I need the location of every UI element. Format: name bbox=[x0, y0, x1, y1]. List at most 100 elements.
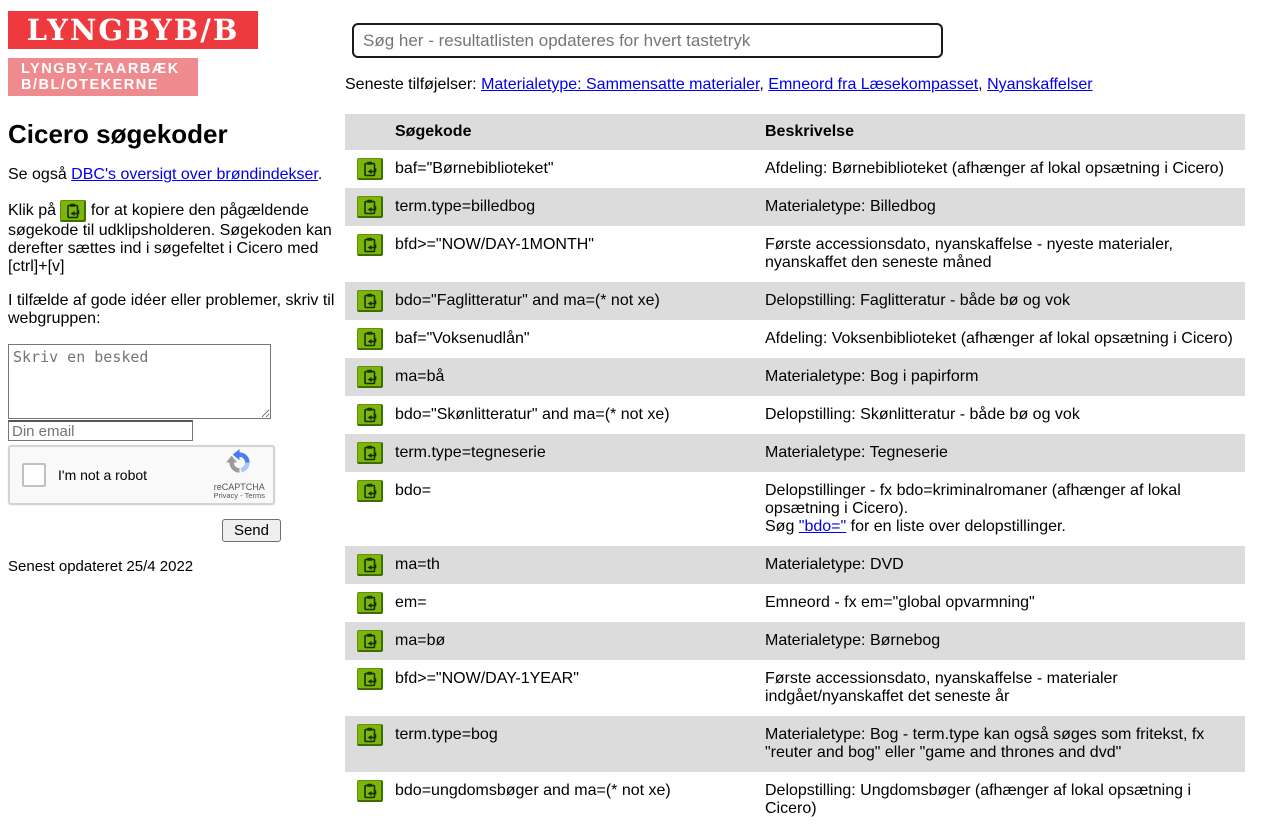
copy-hint-pre: Klik på bbox=[8, 202, 61, 220]
copy-to-clipboard-button[interactable] bbox=[357, 234, 383, 256]
dbc-overview-link[interactable]: DBC's oversigt over brøndindekser bbox=[71, 166, 318, 183]
table-row: bdo=ungdomsbøger and ma=(* not xe) Delops… bbox=[345, 772, 1245, 828]
beskrivelse-cell: Materialetype: Billedbog bbox=[765, 198, 936, 215]
clipboard-paste-icon bbox=[363, 407, 376, 423]
beskrivelse-cell: Afdeling: Voksenbiblioteket (afhænger af… bbox=[765, 330, 1233, 347]
recent-additions-label: Seneste tilføjelser: bbox=[345, 76, 482, 93]
table-row: bfd>="NOW/DAY-1MONTH" Første accessionsda… bbox=[345, 226, 1245, 282]
copy-to-clipboard-button[interactable] bbox=[357, 366, 383, 388]
main-content: Seneste tilføjelser: Materialetype: Samm… bbox=[345, 8, 1245, 828]
copy-cell bbox=[345, 150, 393, 188]
separator: , bbox=[978, 76, 988, 93]
copy-to-clipboard-button[interactable] bbox=[357, 724, 383, 746]
sogekode-cell: baf="Børnebiblioteket" bbox=[395, 160, 554, 177]
copy-cell bbox=[345, 472, 393, 546]
copy-cell bbox=[345, 772, 393, 828]
see-also-text: Se også DBC's oversigt over brøndindekse… bbox=[8, 166, 338, 184]
recaptcha-logo-icon bbox=[225, 449, 250, 473]
library-logo: LYNGBYB/B bbox=[8, 11, 258, 49]
recent-link-nyanskaffelser[interactable]: Nyanskaffelser bbox=[987, 76, 1093, 93]
recent-link-laesekompasset[interactable]: Emneord fra Læsekompasset bbox=[768, 76, 979, 93]
header-sogekode: Søgekode bbox=[395, 123, 472, 140]
clipboard-paste-icon bbox=[363, 671, 376, 687]
beskrivelse-cell: Materialetype: Tegneserie bbox=[765, 444, 948, 461]
copy-to-clipboard-button[interactable] bbox=[357, 442, 383, 464]
logo-subtitle-line1: LYNGBY-TAARBÆK bbox=[21, 61, 180, 77]
recaptcha-label: I'm not a robot bbox=[58, 467, 148, 483]
copy-cell bbox=[345, 434, 393, 472]
recaptcha-privacy-terms[interactable]: Privacy - Terms bbox=[213, 491, 265, 501]
sogekode-cell: bdo=ungdomsbøger and ma=(* not xe) bbox=[395, 782, 671, 799]
copy-hint-text: Klik på for at kopiere den pågældende sø… bbox=[8, 200, 338, 276]
sogekode-cell: bdo="Skønlitteratur" and ma=(* not xe) bbox=[395, 406, 670, 423]
recaptcha-brand: reCAPTCHA Privacy - Terms bbox=[213, 449, 265, 500]
clipboard-paste-icon bbox=[363, 595, 376, 611]
beskrivelse-cell: Materialetype: DVD bbox=[765, 556, 904, 573]
copy-to-clipboard-button[interactable] bbox=[357, 196, 383, 218]
copy-to-clipboard-button[interactable] bbox=[357, 158, 383, 180]
recaptcha-checkbox[interactable] bbox=[22, 463, 46, 487]
copy-cell bbox=[345, 660, 393, 716]
bdo-list-link[interactable]: "bdo=" bbox=[798, 518, 847, 535]
beskrivelse-cell: Delopstilling: Ungdomsbøger (afhænger af… bbox=[765, 782, 1191, 817]
table-row: term.type=bog Materialetype: Bog - term.t… bbox=[345, 716, 1245, 772]
clipboard-paste-icon bbox=[363, 483, 376, 499]
copy-to-clipboard-button[interactable] bbox=[357, 668, 383, 690]
search-codes-table: Søgekode Beskrivelse baf="Børnebibliotek… bbox=[345, 114, 1245, 828]
copy-to-clipboard-button[interactable] bbox=[357, 554, 383, 576]
table-row: bfd>="NOW/DAY-1YEAR" Første accessionsdat… bbox=[345, 660, 1245, 716]
table-row: ma=bå Materialetype: Bog i papirform bbox=[345, 358, 1245, 396]
copy-to-clipboard-button[interactable] bbox=[357, 404, 383, 426]
copy-cell bbox=[345, 282, 393, 320]
search-input[interactable] bbox=[352, 23, 943, 58]
see-also-prefix: Se også bbox=[8, 166, 72, 183]
beskrivelse-cell: Emneord - fx em="global opvarmning" bbox=[765, 594, 1035, 611]
copy-cell bbox=[345, 358, 393, 396]
copy-cell bbox=[345, 188, 393, 226]
sogekode-cell: term.type=tegneserie bbox=[395, 444, 546, 461]
table-row: baf="Børnebiblioteket" Afdeling: Børnebib… bbox=[345, 150, 1245, 188]
copy-to-clipboard-button[interactable] bbox=[357, 630, 383, 652]
copy-to-clipboard-button[interactable] bbox=[357, 480, 383, 502]
beskrivelse-cell: Materialetype: Børnebog bbox=[765, 632, 941, 649]
copy-to-clipboard-button-example bbox=[60, 200, 87, 222]
sidebar: LYNGBYB/B LYNGBY-TAARBÆK B/BL/OTEKERNE C… bbox=[8, 8, 338, 575]
copy-cell bbox=[345, 396, 393, 434]
send-row: Send bbox=[8, 519, 281, 542]
search-codes-tbody: baf="Børnebiblioteket" Afdeling: Børnebib… bbox=[345, 150, 1245, 828]
beskrivelse-cell: Delopstilling: Faglitteratur - både bø o… bbox=[765, 292, 1071, 309]
send-button[interactable]: Send bbox=[221, 519, 281, 542]
copy-cell bbox=[345, 226, 393, 282]
copy-cell bbox=[345, 622, 393, 660]
beskrivelse-cell: Delopstillinger - fx bdo=kriminalromaner… bbox=[765, 482, 1181, 535]
email-field[interactable] bbox=[8, 420, 193, 441]
copy-to-clipboard-button[interactable] bbox=[357, 592, 383, 614]
clipboard-paste-icon bbox=[363, 633, 376, 649]
clipboard-paste-icon bbox=[363, 783, 376, 799]
table-row: bdo="Skønlitteratur" and ma=(* not xe) De… bbox=[345, 396, 1245, 434]
sogekode-cell: ma=bå bbox=[395, 368, 445, 385]
copy-to-clipboard-button[interactable] bbox=[357, 328, 383, 350]
beskrivelse-cell: Første accessionsdato, nyanskaffelse - m… bbox=[765, 670, 1118, 705]
recent-link-sammensatte-materialer[interactable]: Materialetype: Sammensatte materialer bbox=[481, 76, 760, 93]
table-row: baf="Voksenudlån" Afdeling: Voksenbibliot… bbox=[345, 320, 1245, 358]
beskrivelse-cell: Afdeling: Børnebiblioteket (afhænger af … bbox=[765, 160, 1224, 177]
sogekode-cell: baf="Voksenudlån" bbox=[395, 330, 530, 347]
header-icon-column bbox=[345, 114, 393, 150]
sogekode-cell: ma=th bbox=[395, 556, 440, 573]
beskrivelse-cell: Første accessionsdato, nyanskaffelse - n… bbox=[765, 236, 1173, 271]
feedback-prompt: I tilfælde af gode idéer eller problemer… bbox=[8, 292, 335, 327]
table-header-row: Søgekode Beskrivelse bbox=[345, 114, 1245, 150]
copy-to-clipboard-button[interactable] bbox=[357, 780, 383, 802]
message-textarea[interactable] bbox=[8, 344, 271, 419]
table-row: bdo= Delopstillinger - fx bdo=kriminalrom… bbox=[345, 472, 1245, 546]
copy-to-clipboard-button[interactable] bbox=[357, 290, 383, 312]
table-row: term.type=tegneserie Materialetype: Tegne… bbox=[345, 434, 1245, 472]
sogekode-cell: bdo="Faglitteratur" and ma=(* not xe) bbox=[395, 292, 660, 309]
last-updated-text: Senest opdateret 25/4 2022 bbox=[8, 558, 194, 575]
clipboard-paste-icon bbox=[67, 203, 80, 219]
copy-cell bbox=[345, 716, 393, 772]
beskrivelse-cell: Delopstilling: Skønlitteratur - både bø … bbox=[765, 406, 1080, 423]
library-logo-subtitle: LYNGBY-TAARBÆK B/BL/OTEKERNE bbox=[8, 58, 198, 96]
